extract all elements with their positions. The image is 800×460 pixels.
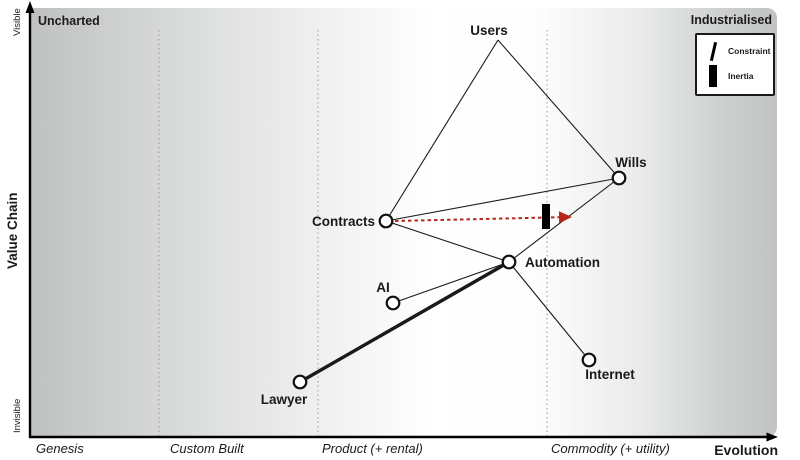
inertia-icon [709,65,717,88]
node-wills [611,170,627,186]
node-label-automation: Automation [525,255,600,270]
movement-arrow [394,204,572,229]
y-axis-arrowhead-icon [25,1,35,13]
node-label-ai: AI [376,280,390,295]
dependency-edges [299,39,620,384]
edge-contracts-wills [385,177,620,222]
y-axis-invisible-label: Invisible [12,399,23,433]
node-label-users: Users [470,23,508,38]
edge-automation-ai [392,261,510,304]
stage-label-1: Custom Built [170,441,245,456]
edge-automation-internet [508,261,590,361]
legend-inertia-label: Inertia [728,71,754,82]
industrialised-label: Industrialised [691,13,772,27]
edge-contracts-automation [385,220,510,263]
node-internet [581,352,597,368]
node-label-lawyer: Lawyer [261,392,308,407]
node-contracts [378,213,394,229]
node-ai [385,295,401,311]
evolution-stage-labels: Genesis Custom Built Product (+ rental) Com… [36,441,670,456]
edge-automation-wills [508,177,620,263]
node-label-internet: Internet [585,367,635,382]
stage-label-2: Product (+ rental) [322,441,423,456]
stage-label-0: Genesis [36,441,84,456]
y-axis-visible-label: Visible [12,8,23,36]
component-nodes [292,170,627,390]
node-label-wills: Wills [615,155,646,170]
node-lawyer [292,374,308,390]
y-axis-title: Value Chain [5,192,20,269]
legend-item-inertia: Inertia [707,65,773,88]
uncharted-label: Uncharted [38,14,100,28]
x-axis-title: Evolution [714,442,778,458]
movement-arrow-line [394,211,572,224]
constraint-icon [709,41,717,61]
edge-users-wills [497,39,620,179]
inertia-bar-icon [542,204,550,229]
map-background [30,8,777,437]
node-automation [501,254,517,270]
edge-users-contracts [385,39,499,222]
component-labels: Users Contracts Wills Automation AI Internet L… [261,23,647,407]
legend: Constraint Inertia [695,33,775,96]
legend-constraint-label: Constraint [728,46,771,57]
node-label-contracts: Contracts [312,214,375,229]
edge-automation-lawyer-constraint [299,260,510,384]
legend-item-constraint: Constraint [707,41,773,61]
stage-boundaries [158,30,548,436]
x-axis-arrowhead-icon [766,432,778,442]
stage-label-3: Commodity (+ utility) [551,441,670,456]
